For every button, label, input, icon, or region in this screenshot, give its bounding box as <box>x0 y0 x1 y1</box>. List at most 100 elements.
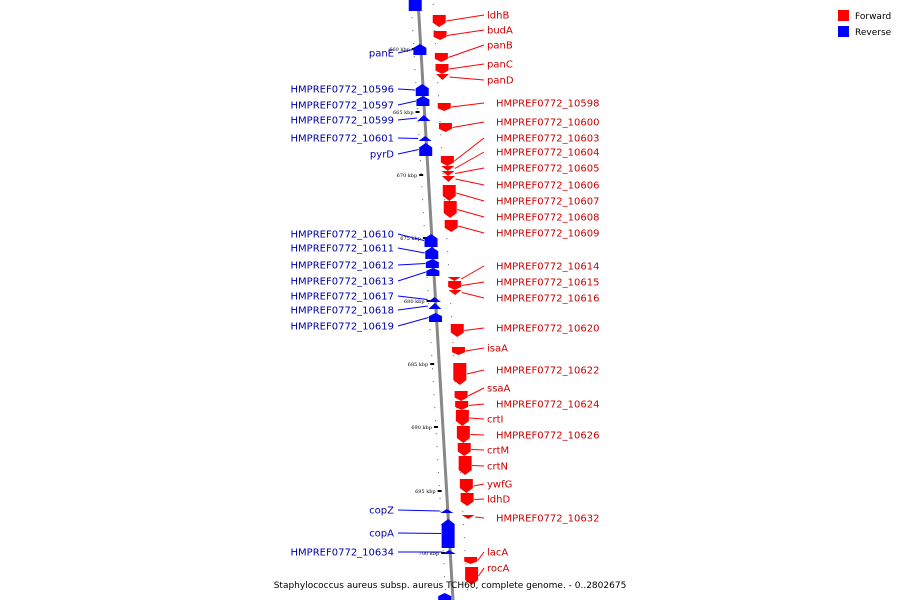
gene-forward[interactable] <box>441 176 455 182</box>
gene-forward[interactable] <box>440 156 454 166</box>
gene-reverse[interactable] <box>428 303 442 309</box>
scale-tick-mark <box>419 174 424 176</box>
gene-reverse[interactable] <box>413 44 427 55</box>
scale-tick-label: 690 kbp <box>411 425 432 431</box>
gene-reverse-partial[interactable] <box>438 593 452 600</box>
gene-reverse[interactable] <box>424 234 438 247</box>
gene-label: HMPREF0772_10605 <box>496 164 599 175</box>
gene-label: HMPREF0772_10601 <box>291 134 394 145</box>
gene-forward[interactable] <box>448 281 462 290</box>
gene-label-connector <box>461 281 485 286</box>
legend-forward-label: Forward <box>855 12 891 22</box>
gene-label: HMPREF0772_10608 <box>496 213 599 224</box>
gene-forward[interactable] <box>441 171 455 176</box>
gene-forward[interactable] <box>465 567 479 585</box>
scale-tick-label: 695 kbp <box>415 489 436 495</box>
gene-forward[interactable] <box>442 185 456 201</box>
gene-label: HMPREF0772_10598 <box>496 99 599 110</box>
gene-forward[interactable] <box>455 410 469 426</box>
gene-label-connector <box>468 403 485 406</box>
gene-label: ywfG <box>487 480 512 491</box>
gene-reverse-partial[interactable] <box>408 0 422 11</box>
gene-forward[interactable] <box>432 15 446 27</box>
gene-label-connector <box>397 100 417 106</box>
gene-label: HMPREF0772_10597 <box>291 101 394 112</box>
gene-reverse[interactable] <box>426 268 440 276</box>
gene-forward[interactable] <box>461 515 475 519</box>
gene-label: HMPREF0772_10617 <box>291 292 394 303</box>
legend-reverse-label: Reverse <box>855 28 892 38</box>
scale-ticks: 660 kbp 665 kbp 670 kbp 675 kbp 680 kbp 685 k… <box>389 47 446 557</box>
gene-label: HMPREF0772_10632 <box>496 514 599 525</box>
gene-label-connector <box>397 49 414 54</box>
gene-forward[interactable] <box>437 103 451 111</box>
gene-label-connector <box>464 327 485 331</box>
gene-reverse[interactable] <box>442 550 456 554</box>
gene-reverse[interactable] <box>425 259 439 268</box>
gene-label: HMPREF0772_10615 <box>496 278 599 289</box>
gene-label-connector <box>397 305 428 311</box>
gene-label: HMPREF0772_10607 <box>496 197 599 208</box>
gene-label: HMPREF0772_10612 <box>291 261 394 272</box>
gene-forward[interactable] <box>458 456 472 475</box>
gene-forward[interactable] <box>443 201 457 218</box>
gene-reverse[interactable] <box>441 519 455 548</box>
gene-forward[interactable] <box>456 426 470 443</box>
gene-forward[interactable] <box>447 277 461 281</box>
gene-label-connector <box>448 44 485 58</box>
gene-forward[interactable] <box>434 53 448 62</box>
gene-forward[interactable] <box>444 220 458 232</box>
gene-forward[interactable] <box>433 31 447 40</box>
gene-label-connector <box>458 225 485 234</box>
gene-label-connector <box>478 567 485 577</box>
scale-tick-mark <box>426 300 431 302</box>
gene-label: copA <box>369 529 394 540</box>
gene-forward[interactable] <box>451 347 465 355</box>
gene-forward[interactable] <box>435 74 449 80</box>
gene-forward[interactable] <box>453 363 467 385</box>
gene-label: crtN <box>487 462 508 473</box>
gene-label: ldhB <box>487 11 509 22</box>
gene-label: crtM <box>487 446 509 457</box>
gene-label: pyrD <box>370 150 394 161</box>
gene-reverse[interactable] <box>415 84 429 96</box>
gene-reverse[interactable] <box>417 115 431 121</box>
gene-label-connector <box>397 88 416 91</box>
gene-forward[interactable] <box>438 123 452 132</box>
scale-tick-label: 675 kbp <box>400 236 421 242</box>
gene-label: ssaA <box>487 384 511 395</box>
gene-forward[interactable] <box>435 64 449 74</box>
gene-label: HMPREF0772_10596 <box>291 85 394 96</box>
gene-reverse[interactable] <box>416 96 430 106</box>
gene-reverse[interactable] <box>418 136 432 141</box>
gene-forward[interactable] <box>460 493 474 506</box>
gene-label: HMPREF0772_10620 <box>496 324 599 335</box>
gene-forward[interactable] <box>464 557 478 564</box>
gene-forward[interactable] <box>454 391 468 401</box>
scale-tick-mark <box>415 111 420 113</box>
scale-tick-label: 685 kbp <box>408 362 429 368</box>
legend-reverse-swatch <box>838 26 849 37</box>
gene-label-connector <box>446 29 485 36</box>
gene-forward[interactable] <box>450 324 464 337</box>
gene-label: HMPREF0772_10611 <box>291 244 394 255</box>
gene-reverse[interactable] <box>440 509 454 513</box>
gene-label-connector <box>455 167 485 174</box>
legend-forward-swatch <box>838 10 849 21</box>
gene-forward[interactable] <box>441 166 455 171</box>
gene-reverse[interactable] <box>429 313 443 322</box>
reverse-track: panE HMPREF0772_10596 HMPREF0772_10597 HMPR… <box>291 0 456 600</box>
gene-forward[interactable] <box>459 479 473 493</box>
gene-forward[interactable] <box>455 401 469 410</box>
gene-forward[interactable] <box>457 443 471 456</box>
gene-label-connector <box>397 317 429 327</box>
gene-forward[interactable] <box>448 290 462 295</box>
gene-label-connector <box>397 509 440 512</box>
gene-label: ldhD <box>487 495 510 506</box>
gene-reverse[interactable] <box>419 143 433 156</box>
gene-reverse[interactable] <box>425 247 439 259</box>
gene-label-connector <box>474 498 485 500</box>
gene-reverse[interactable] <box>427 297 441 302</box>
scale-tick-mark <box>430 363 435 365</box>
